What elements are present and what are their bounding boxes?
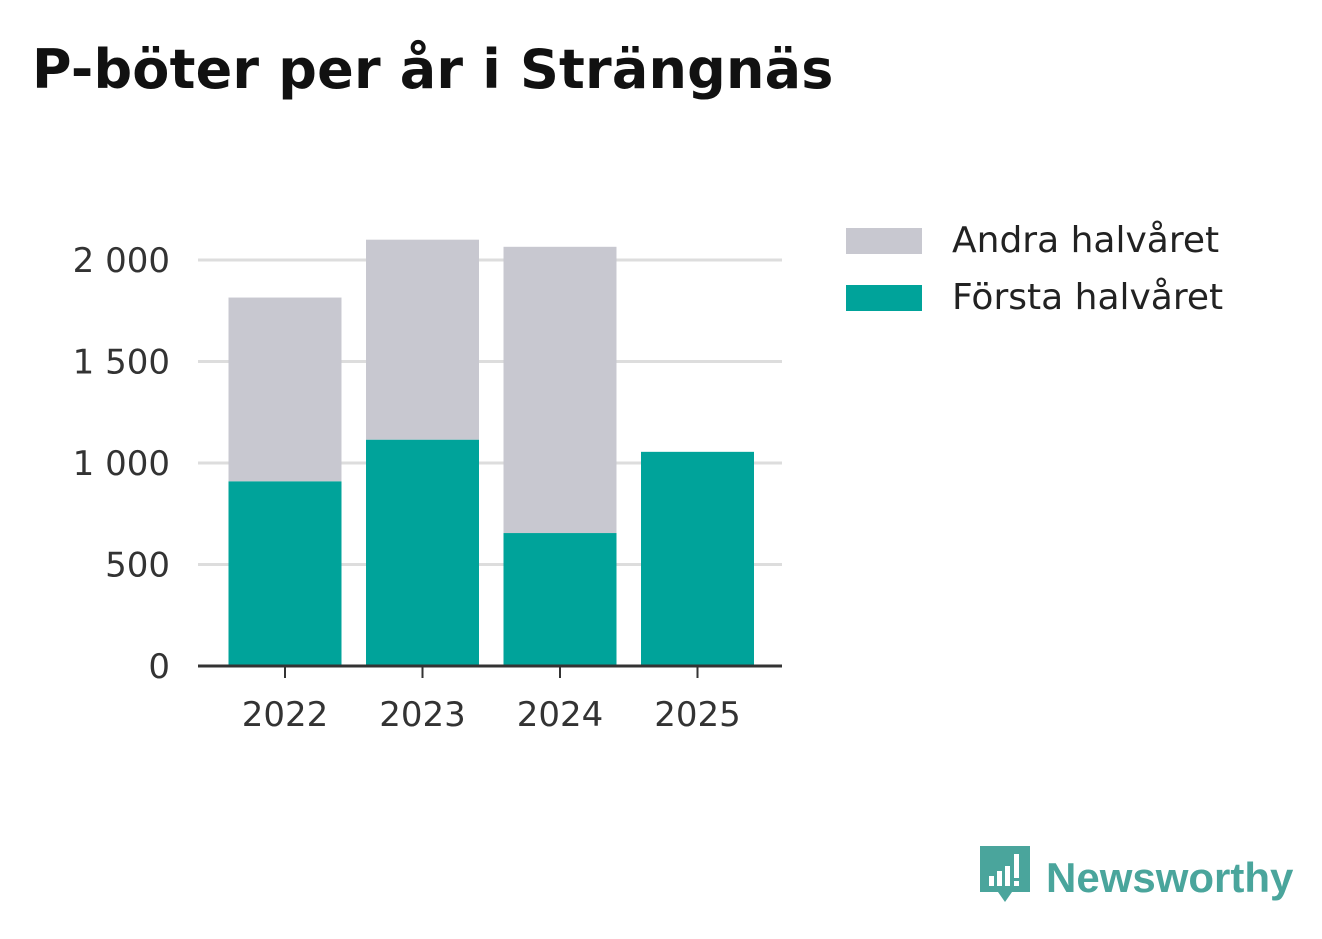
y-tick-label-0: 0 — [148, 647, 170, 687]
brand-name: Newsworthy — [1046, 854, 1294, 901]
legend-label-andra: Andra halvåret — [952, 220, 1220, 261]
y-tick-label-500: 500 — [105, 546, 170, 586]
y-tick-label-1500: 1 500 — [73, 343, 170, 383]
legend-label-forsta: Första halvåret — [952, 277, 1224, 318]
bar-2025-series-0 — [641, 451, 754, 666]
x-tick-label-2022: 2022 — [242, 695, 329, 735]
legend-swatch-andra — [846, 227, 922, 254]
chart-legend: Andra halvåret Första halvåret — [846, 212, 1223, 326]
y-tick-label-2000: 2 000 — [73, 241, 170, 281]
bar-2023-series-1 — [366, 239, 479, 440]
newsworthy-logo-icon — [980, 846, 1030, 902]
x-tick-label-2025: 2025 — [654, 695, 741, 735]
brand-logo: Newsworthy — [980, 846, 1293, 910]
bar-2022-series-1 — [228, 297, 342, 482]
y-tick-label-1000: 1 000 — [73, 444, 170, 484]
bar-2023-series-0 — [366, 439, 479, 666]
legend-swatch-forsta — [846, 284, 922, 311]
bar-2022-series-0 — [228, 481, 342, 666]
x-tick-label-2024: 2024 — [517, 695, 604, 735]
bar-2024-series-1 — [503, 246, 617, 534]
legend-item-andra: Andra halvåret — [846, 212, 1223, 269]
bar-2024-series-0 — [503, 533, 617, 666]
x-tick-label-2023: 2023 — [379, 695, 466, 735]
legend-item-forsta: Första halvåret — [846, 269, 1223, 326]
chart-title: P-böter per år i Strängnäs — [32, 38, 834, 101]
